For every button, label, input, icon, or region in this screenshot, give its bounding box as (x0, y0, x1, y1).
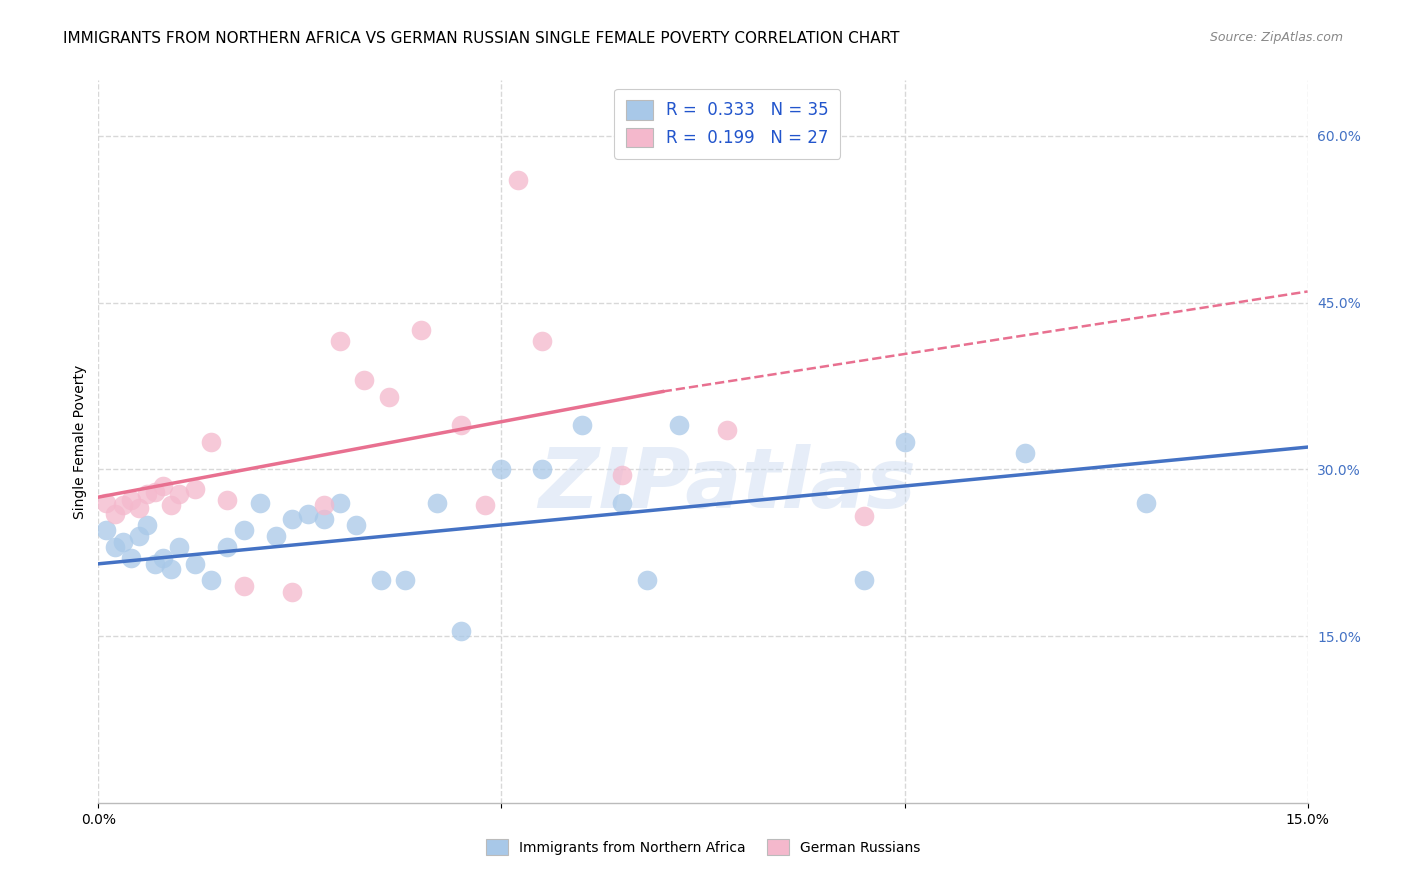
Point (103, 507, 125, 521)
Point (450, 624, 472, 638)
Point (329, 496, 352, 510)
Point (668, 417, 690, 432)
Point (96, 524, 118, 538)
Point (530, 334, 553, 349)
Text: IMMIGRANTS FROM NORTHERN AFRICA VS GERMAN RUSSIAN SINGLE FEMALE POVERTY CORRELAT: IMMIGRANTS FROM NORTHERN AFRICA VS GERMA… (63, 31, 900, 46)
Point (184, 483, 207, 497)
Point (426, 496, 449, 510)
Point (370, 574, 392, 588)
Point (143, 484, 166, 499)
Point (450, 417, 472, 432)
Point (612, 467, 634, 482)
Point (329, 334, 352, 349)
Point (200, 574, 222, 588)
Point (143, 557, 166, 571)
Point (344, 517, 367, 532)
Point (491, 462, 513, 476)
Point (120, 493, 142, 508)
Point (120, 551, 142, 566)
Point (232, 524, 254, 538)
Point (128, 529, 150, 543)
Point (474, 498, 496, 512)
Point (377, 390, 399, 404)
Point (1014, 445, 1036, 459)
Point (893, 434, 915, 449)
Point (281, 512, 304, 526)
Point (264, 529, 287, 543)
Point (103, 540, 125, 554)
Point (314, 512, 336, 526)
Point (135, 487, 157, 501)
Point (612, 496, 634, 510)
Point (111, 498, 134, 512)
Point (297, 507, 319, 521)
Point (184, 557, 207, 571)
Point (409, 323, 432, 337)
Point (160, 562, 183, 576)
Point (530, 462, 553, 476)
Point (232, 579, 254, 593)
Point (217, 493, 239, 508)
Point (853, 574, 876, 588)
Point (571, 417, 593, 432)
Point (636, 574, 658, 588)
Point (506, 173, 529, 187)
Point (217, 540, 239, 554)
Point (394, 574, 416, 588)
Point (167, 540, 190, 554)
Point (281, 584, 304, 599)
Point (152, 551, 174, 566)
Legend: Immigrants from Northern Africa, German Russians: Immigrants from Northern Africa, German … (481, 834, 925, 861)
Text: ZIPatlas: ZIPatlas (538, 444, 917, 525)
Point (152, 479, 174, 493)
Point (111, 534, 134, 549)
Text: Source: ZipAtlas.com: Source: ZipAtlas.com (1209, 31, 1343, 45)
Point (1135, 496, 1157, 510)
Y-axis label: Single Female Poverty: Single Female Poverty (73, 365, 87, 518)
Point (314, 498, 336, 512)
Point (249, 496, 271, 510)
Point (167, 487, 190, 501)
Point (353, 373, 375, 387)
Point (160, 498, 183, 512)
Point (853, 508, 876, 523)
Point (200, 434, 222, 449)
Point (135, 517, 157, 532)
Point (96, 496, 118, 510)
Point (128, 501, 150, 516)
Point (716, 424, 738, 438)
